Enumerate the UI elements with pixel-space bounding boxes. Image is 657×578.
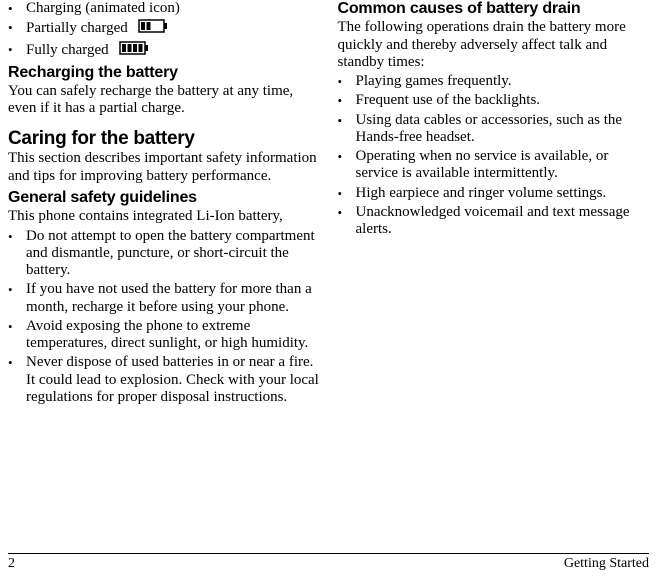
bullet-icon: • (338, 204, 356, 221)
bullet-icon: • (8, 19, 26, 36)
list-item-text: If you have not used the battery for mor… (26, 281, 320, 316)
left-column: • Charging (animated icon) • Partially c… (8, 0, 320, 410)
text: Partially charged (26, 20, 128, 37)
list-item: • Never dispose of used batteries in or … (8, 354, 320, 406)
list-item: • High earpiece and ringer volume settin… (338, 185, 650, 202)
bullet-icon: • (8, 281, 26, 298)
list-item-text: Playing games frequently. (356, 73, 650, 90)
body-recharging: You can safely recharge the battery at a… (8, 83, 320, 118)
list-item: • Avoid exposing the phone to extreme te… (8, 318, 320, 353)
body-caring: This section describes important safety … (8, 150, 320, 185)
safety-list: • Do not attempt to open the battery com… (8, 228, 320, 407)
list-item-text: Never dispose of used batteries in or ne… (26, 354, 320, 406)
bullet-icon: • (8, 228, 26, 245)
bullet-icon: • (338, 112, 356, 129)
list-item: • If you have not used the battery for m… (8, 281, 320, 316)
list-item-text: Frequent use of the backlights. (356, 92, 650, 109)
battery-full-icon (119, 41, 149, 60)
bullet-icon: • (338, 148, 356, 165)
heading-causes: Common causes of battery drain (338, 0, 650, 18)
list-item: • Operating when no service is available… (338, 148, 650, 183)
page-content: • Charging (animated icon) • Partially c… (0, 0, 657, 410)
bullet-icon: • (8, 354, 26, 371)
list-item: • Frequent use of the backlights. (338, 92, 650, 109)
footer-section-label: Getting Started (564, 556, 649, 572)
heading-caring: Caring for the battery (8, 128, 320, 150)
intro-causes: The following operations drain the batte… (338, 19, 650, 71)
bullet-icon: • (8, 0, 26, 17)
list-item-label: Fully charged (26, 41, 320, 60)
heading-safety: General safety guidelines (8, 189, 320, 207)
list-item: • Partially charged (8, 19, 320, 38)
text: Fully charged (26, 42, 109, 59)
list-item: • Unacknowledged voicemail and text mess… (338, 204, 650, 239)
page-footer: 2 Getting Started (8, 553, 649, 572)
list-item-text: Using data cables or accessories, such a… (356, 112, 650, 147)
page-number: 2 (8, 556, 15, 572)
right-column: Common causes of battery drain The follo… (338, 0, 650, 410)
list-item: • Fully charged (8, 41, 320, 60)
battery-partial-icon (138, 19, 168, 38)
list-item: • Charging (animated icon) (8, 0, 320, 17)
intro-safety: This phone contains integrated Li-Ion ba… (8, 208, 320, 225)
list-item-text: High earpiece and ringer volume settings… (356, 185, 650, 202)
bullet-icon: • (8, 318, 26, 335)
heading-recharging: Recharging the battery (8, 64, 320, 82)
charge-status-list: • Charging (animated icon) • Partially c… (8, 0, 320, 60)
list-item-text: Operating when no service is available, … (356, 148, 650, 183)
list-item-label: Charging (animated icon) (26, 0, 320, 17)
causes-list: • Playing games frequently. • Frequent u… (338, 73, 650, 238)
list-item-text: Unacknowledged voicemail and text messag… (356, 204, 650, 239)
list-item: • Do not attempt to open the battery com… (8, 228, 320, 280)
bullet-icon: • (8, 41, 26, 58)
list-item-text: Do not attempt to open the battery compa… (26, 228, 320, 280)
bullet-icon: • (338, 73, 356, 90)
bullet-icon: • (338, 92, 356, 109)
list-item-text: Avoid exposing the phone to extreme temp… (26, 318, 320, 353)
list-item: • Using data cables or accessories, such… (338, 112, 650, 147)
list-item-label: Partially charged (26, 19, 320, 38)
bullet-icon: • (338, 185, 356, 202)
list-item: • Playing games frequently. (338, 73, 650, 90)
